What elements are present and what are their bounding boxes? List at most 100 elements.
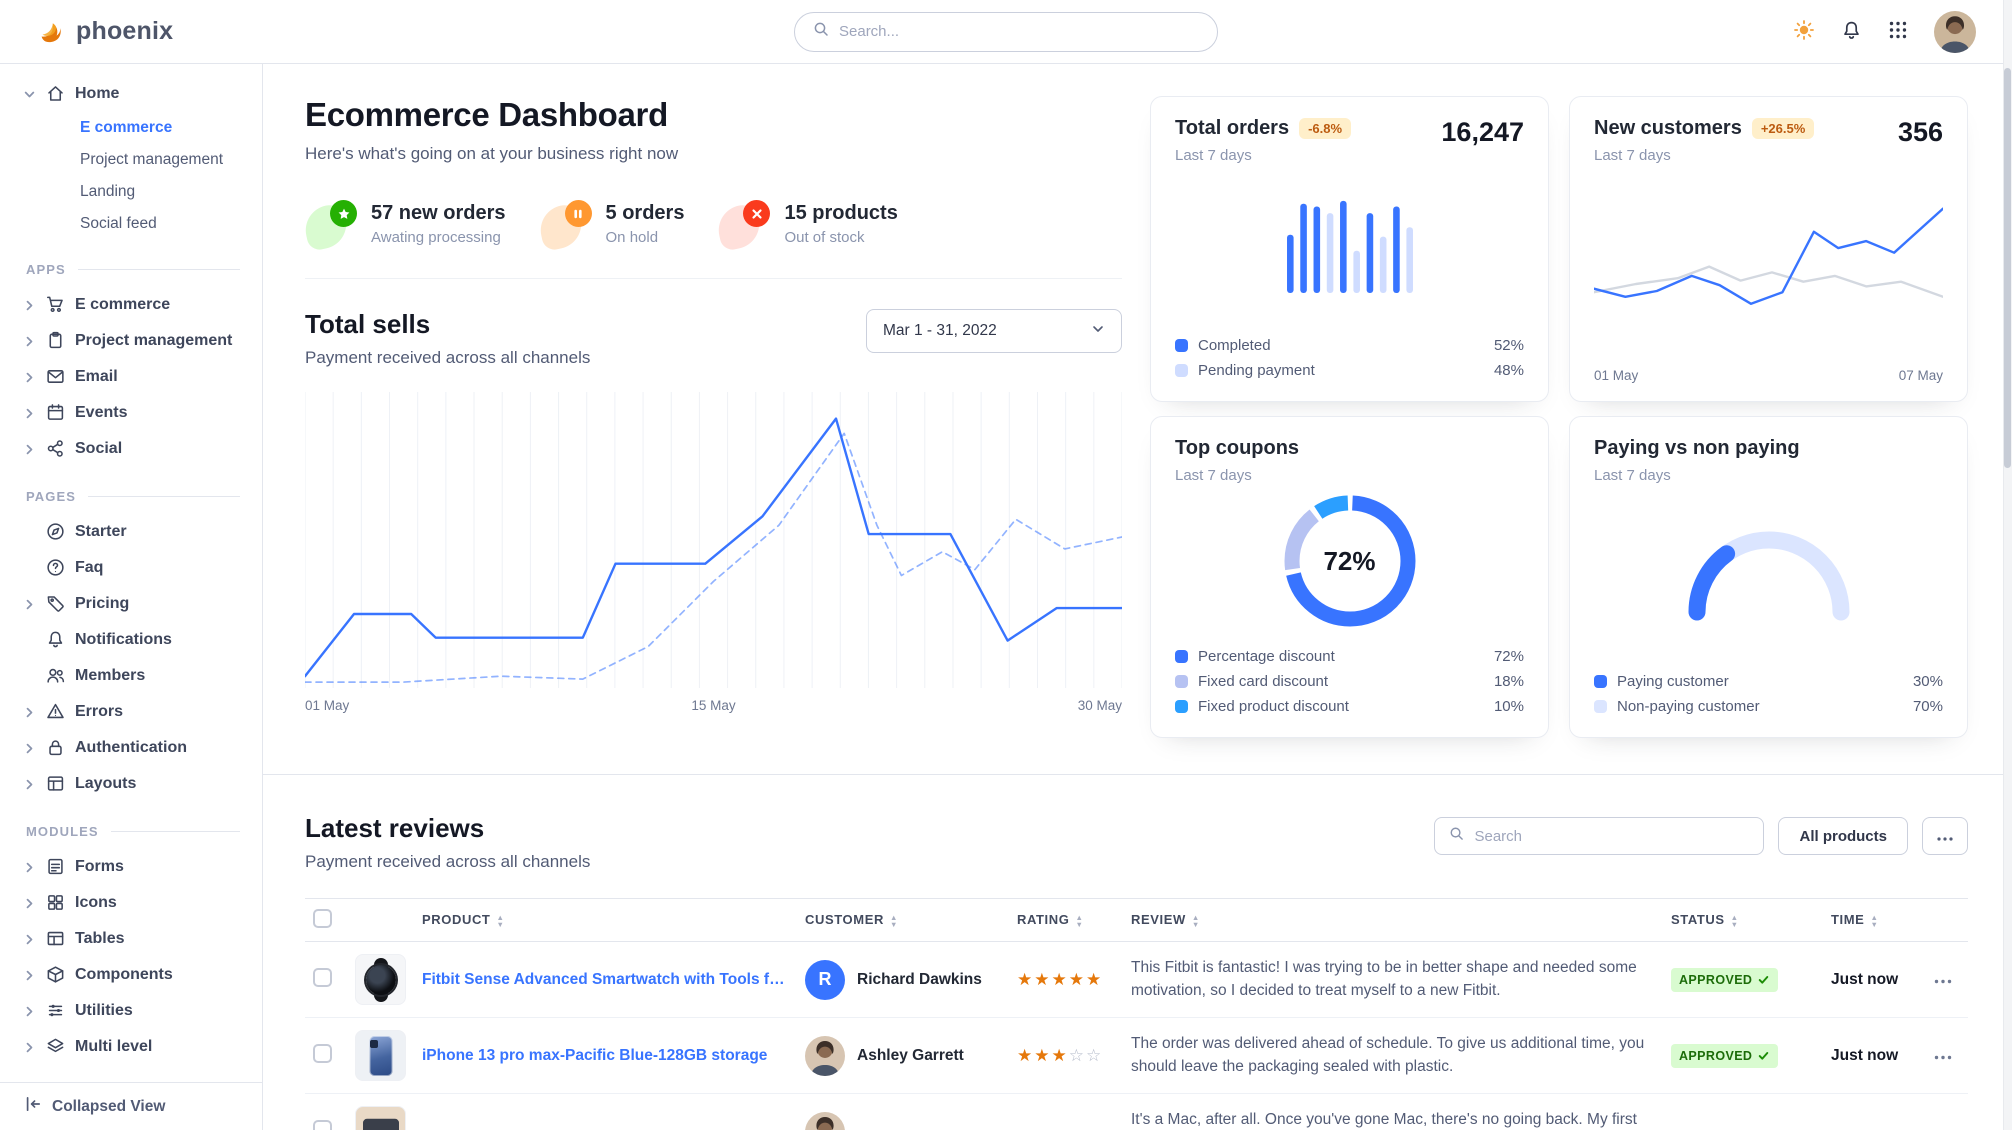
sidebar-item-e-commerce[interactable]: E commerce xyxy=(80,119,173,136)
theme-toggle-button[interactable] xyxy=(1793,19,1815,44)
sidebar-item-label: Utilities xyxy=(75,1002,133,1019)
more-options-button[interactable] xyxy=(1922,817,1968,855)
rating-stars: ★★★★★ xyxy=(1017,969,1104,989)
sidebar-item-layouts[interactable]: Layouts xyxy=(0,766,262,802)
sidebar-item-project-management[interactable]: Project management xyxy=(80,151,224,168)
column-header-customer[interactable]: CUSTOMER ▲ ▼ xyxy=(797,898,1009,942)
stat-caption: On hold xyxy=(605,229,659,246)
collapse-view-button[interactable]: Collapsed View xyxy=(24,1095,165,1118)
sidebar-section-label-modules: MODULES xyxy=(0,802,262,849)
sidebar-nav: Home E commerce Project management Landing S… xyxy=(0,64,262,1082)
sort-icon: ▲ ▼ xyxy=(1191,912,1200,929)
customer-name: Richard Dawkins xyxy=(857,970,982,988)
row-checkbox[interactable] xyxy=(313,1043,332,1063)
sidebar-item-utilities[interactable]: Utilities xyxy=(0,993,262,1029)
caret-right-icon xyxy=(24,599,37,610)
paying-legend: Paying customer 30% Non-paying customer 70% xyxy=(1594,669,1943,719)
kpi-cards: Total orders -6.8% Last 7 days 16,247 Co… xyxy=(1150,96,1968,738)
user-avatar[interactable] xyxy=(1934,10,1976,53)
sidebar-item-members[interactable]: Members xyxy=(0,658,262,694)
sidebar-item-icons[interactable]: Icons xyxy=(0,885,262,921)
sort-icon: ▲ ▼ xyxy=(889,912,898,929)
caret-right-icon xyxy=(24,444,37,455)
sidebar-item-pricing[interactable]: Pricing xyxy=(0,586,262,622)
date-range-select[interactable]: Mar 1 - 31, 2022 xyxy=(866,309,1122,353)
scrollbar-thumb[interactable] xyxy=(2004,68,2011,468)
brand-name: phoenix xyxy=(76,17,174,45)
sidebar-item-errors[interactable]: Errors xyxy=(0,694,262,730)
layouts-icon xyxy=(46,774,66,794)
starter-icon xyxy=(46,522,66,542)
sidebar-item-project-management[interactable]: Project management xyxy=(0,323,262,359)
sidebar-item-starter[interactable]: Starter xyxy=(0,514,262,550)
sidebar-item-events[interactable]: Events xyxy=(0,395,262,431)
stat-on-hold: 5 orders On hold xyxy=(535,200,685,252)
column-header-product[interactable]: PRODUCT ▲ ▼ xyxy=(347,898,797,942)
stats-row: 57 new orders Awating processing 5 orders O… xyxy=(301,200,1122,279)
legend-value: 48% xyxy=(1493,362,1524,379)
total-orders-legend: Completed 52% Pending payment 48% xyxy=(1175,333,1524,383)
stat-value: 5 orders xyxy=(605,202,685,224)
sidebar-item-tables[interactable]: Tables xyxy=(0,921,262,957)
row-checkbox[interactable] xyxy=(313,1119,332,1130)
navbar-search-input[interactable] xyxy=(839,23,1199,40)
legend-label: Fixed card discount xyxy=(1198,673,1329,690)
customer-avatar xyxy=(805,1111,845,1130)
sidebar-item-landing[interactable]: Landing xyxy=(80,183,136,200)
home-icon xyxy=(46,84,66,104)
sidebar-item-components[interactable]: Components xyxy=(0,957,262,993)
sidebar-item-e-commerce[interactable]: E commerce xyxy=(0,287,262,323)
sidebar-item-multi-level[interactable]: Multi level xyxy=(0,1029,262,1065)
status-badge: APPROVED xyxy=(1671,967,1779,992)
date-range-value: Mar 1 - 31, 2022 xyxy=(883,322,997,339)
product-image xyxy=(355,1030,406,1081)
chevron-down-icon xyxy=(1091,322,1105,341)
sun-icon xyxy=(1793,19,1815,44)
legend-swatch xyxy=(1175,675,1188,688)
sidebar-item-notifications[interactable]: Notifications xyxy=(0,622,262,658)
total-sells-title: Total sells xyxy=(305,309,431,339)
sidebar: Home E commerce Project management Landing S… xyxy=(0,64,263,1130)
reviews-search-input[interactable] xyxy=(1474,827,1750,845)
caret-right-icon xyxy=(24,898,37,909)
row-menu-button[interactable] xyxy=(1918,1017,1968,1094)
latest-reviews-subtitle: Payment received across all channels xyxy=(305,852,591,871)
product-link[interactable]: iPhone 13 pro max-Pacific Blue-128GB sto… xyxy=(422,1046,768,1064)
errors-icon xyxy=(46,702,66,722)
column-header-status[interactable]: STATUS ▲ ▼ xyxy=(1663,898,1823,942)
row-menu-button[interactable] xyxy=(1918,941,1968,1018)
sidebar-item-forms[interactable]: Forms xyxy=(0,849,262,885)
legend-label: Pending payment xyxy=(1198,362,1315,379)
sidebar-item-social-feed[interactable]: Social feed xyxy=(80,215,157,232)
page-scrollbar[interactable] xyxy=(2003,0,2012,1130)
all-products-button[interactable]: All products xyxy=(1778,817,1908,855)
notifications-button[interactable] xyxy=(1841,20,1862,44)
sidebar-item-faq[interactable]: Faq xyxy=(0,550,262,586)
pause-stat-icon xyxy=(535,200,592,252)
product-link[interactable]: Fitbit Sense Advanced Smartwatch with To… xyxy=(422,970,789,988)
stat-value: 57 new orders xyxy=(371,202,506,224)
sidebar-item-home[interactable]: Home xyxy=(0,76,262,112)
collapse-icon xyxy=(24,1095,42,1118)
brand[interactable]: phoenix xyxy=(36,14,173,49)
select-all-checkbox[interactable] xyxy=(313,909,332,928)
events-icon xyxy=(46,403,66,423)
review-time: Just now xyxy=(1823,1017,1918,1094)
row-menu-button[interactable] xyxy=(1918,1093,1968,1130)
column-header-rating[interactable]: RATING ▲ ▼ xyxy=(1009,898,1123,942)
apps-grid-button[interactable] xyxy=(1888,20,1908,43)
review-text: The order was delivered ahead of schedul… xyxy=(1131,1035,1645,1075)
sidebar-item-authentication[interactable]: Authentication xyxy=(0,730,262,766)
multi-level-icon xyxy=(46,1037,66,1057)
latest-reviews-title: Latest reviews xyxy=(305,813,485,843)
sidebar-item-social[interactable]: Social xyxy=(0,431,262,467)
sidebar-item-email[interactable]: Email xyxy=(0,359,262,395)
legend-value: 52% xyxy=(1493,337,1524,354)
sort-icon: ▲ ▼ xyxy=(1730,912,1739,929)
row-checkbox[interactable] xyxy=(313,967,332,987)
column-header-review[interactable]: REVIEW ▲ ▼ xyxy=(1123,898,1663,942)
column-header-time[interactable]: TIME ▲ ▼ xyxy=(1823,898,1918,942)
total-orders-bar-chart xyxy=(1286,200,1413,293)
forms-icon xyxy=(46,857,66,877)
